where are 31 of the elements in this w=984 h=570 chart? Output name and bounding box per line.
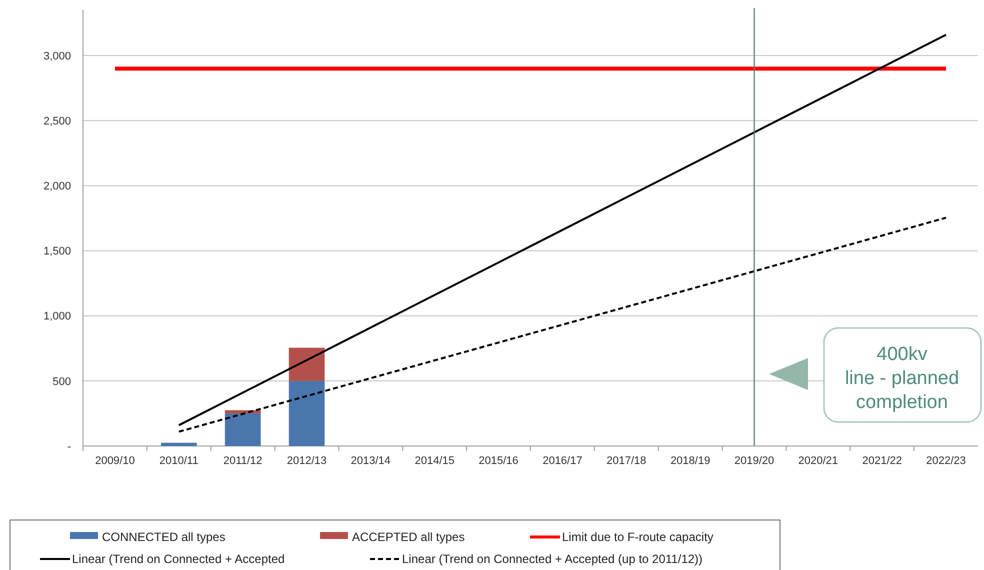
annotation: 400kv line - planned completion	[844, 344, 960, 413]
y-tick-label: -	[67, 440, 72, 453]
x-tick-label: 2011/12	[223, 455, 262, 467]
bar	[160, 442, 197, 446]
x-tick-label: 2016/17	[542, 455, 582, 467]
bar	[288, 380, 325, 446]
x-tick-label: 2020/21	[798, 455, 838, 467]
x-tick-label: 2019/20	[734, 455, 774, 467]
legend-label: Linear (Trend on Connected + Accepted	[72, 552, 285, 566]
legend-label: Limit due to F-route capacity	[562, 530, 714, 544]
x-tick-label: 2014/15	[414, 455, 454, 467]
legend-label: Linear (Trend on Connected + Accepted (up to 2011/12))	[402, 552, 703, 566]
x-tick-label: 2013/14	[350, 455, 391, 467]
x-tick-label: 2015/16	[478, 455, 518, 467]
x-tick-label: 2018/19	[670, 455, 710, 467]
y-tick-label: 1,000	[43, 310, 71, 323]
x-tick-label: 2009/10	[95, 455, 135, 467]
x-tick-label: 2022/23	[926, 455, 966, 467]
legend-label: CONNECTED all types	[102, 530, 226, 544]
x-tick-label: 2010/11	[159, 455, 198, 467]
bar	[288, 348, 325, 381]
legend-label: ACCEPTED all types	[352, 530, 465, 544]
x-tick-label: 2017/18	[606, 455, 646, 467]
y-tick-label: 1,500	[43, 246, 71, 258]
y-tick-label: 500	[52, 376, 71, 388]
bar	[224, 413, 261, 446]
y-tick-label: 2,000	[43, 180, 71, 193]
x-tick-label: 2012/13	[286, 455, 327, 467]
x-tick-label: 2021/22	[862, 455, 902, 467]
y-tick-label: 3,000	[43, 50, 71, 62]
y-tick-label: 2,500	[43, 115, 71, 128]
